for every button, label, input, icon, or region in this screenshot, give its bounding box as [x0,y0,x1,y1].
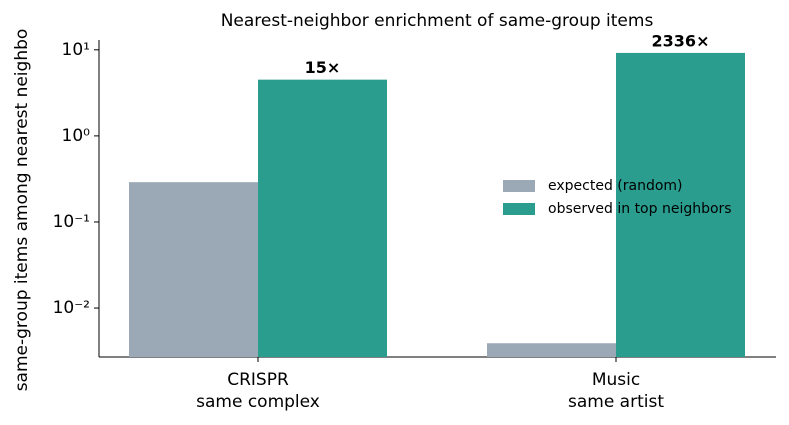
x-tick-label: Music [592,370,640,390]
bar [129,182,258,357]
x-tick-label: same complex [196,392,320,412]
bar-annotation: 15× [305,58,341,77]
y-tick-label: 10⁻² [53,298,90,318]
bar [258,79,387,357]
y-axis-label: same-group items among nearest neighbo [12,29,32,392]
bar [487,343,616,357]
legend-label: expected (random) [548,178,683,194]
legend-swatch [503,203,535,215]
y-tick-label: 10¹ [62,40,90,60]
chart-title: Nearest-neighbor enrichment of same-grou… [221,11,654,31]
y-tick-label: 10⁰ [62,126,91,146]
legend-label: observed in top neighbors [548,201,732,217]
bar-annotation: 2336× [652,31,710,50]
legend-swatch [503,180,535,192]
y-tick-label: 10⁻¹ [53,212,90,232]
bar [616,52,745,357]
x-tick-label: CRISPR [227,370,289,390]
x-tick-label: same artist [568,392,664,412]
